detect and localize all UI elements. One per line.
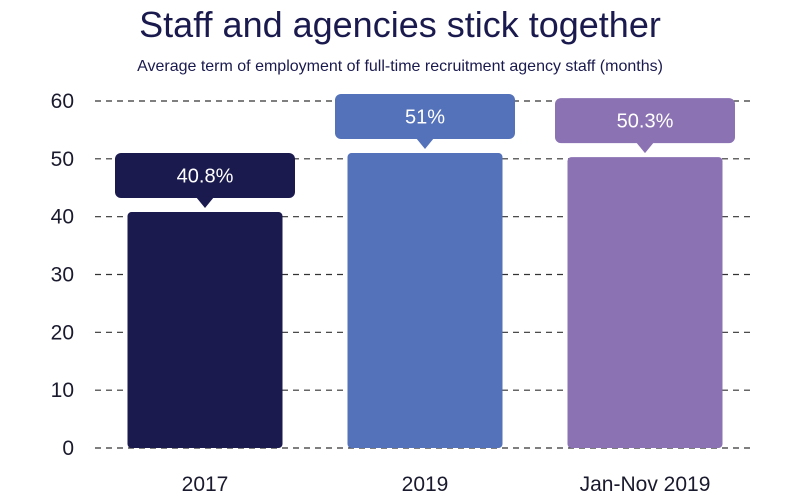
chart-subtitle: Average term of employment of full-time … — [137, 58, 663, 75]
y-tick-label: 0 — [62, 437, 74, 460]
y-tick-label: 20 — [51, 321, 74, 344]
y-tick-label: 30 — [51, 264, 74, 287]
y-tick-label: 10 — [51, 379, 74, 402]
bar — [127, 212, 283, 448]
data-label-pointer — [636, 142, 654, 154]
y-tick-label: 50 — [51, 148, 74, 171]
bar — [567, 157, 723, 448]
chart-title: Staff and agencies stick together — [139, 4, 661, 45]
y-tick-label: 40 — [51, 206, 74, 229]
x-category-label: 2017 — [182, 473, 229, 496]
data-label-box — [115, 153, 295, 199]
data-label-pointer — [416, 138, 434, 150]
data-label-box — [335, 94, 515, 140]
data-label-box — [555, 98, 735, 144]
data-label: 50.3% — [617, 111, 674, 133]
x-category-label: Jan-Nov 2019 — [580, 473, 711, 496]
data-label-pointer — [196, 197, 214, 209]
data-label: 51% — [405, 107, 445, 129]
bar — [347, 153, 503, 449]
y-tick-label: 60 — [51, 90, 74, 113]
data-label: 40.8% — [177, 166, 234, 188]
x-category-label: 2019 — [402, 473, 449, 496]
